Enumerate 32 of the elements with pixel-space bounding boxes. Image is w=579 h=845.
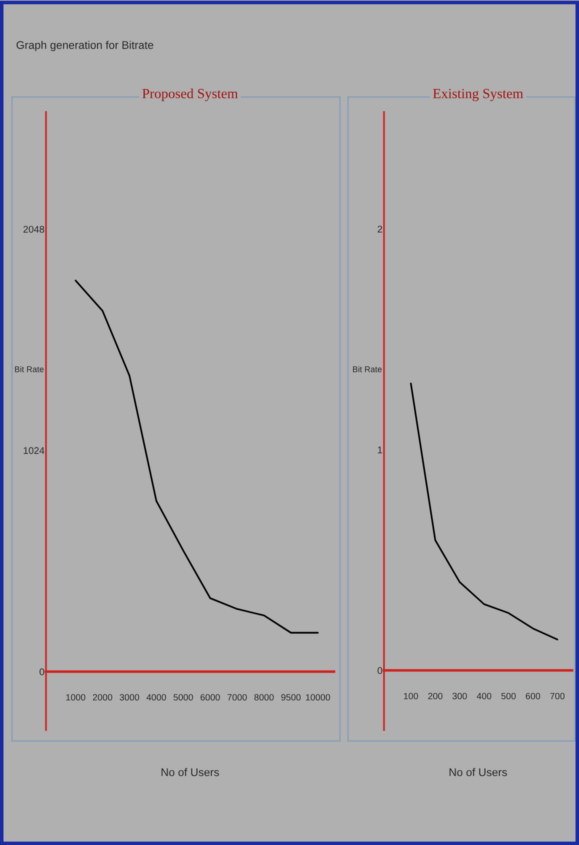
y-tick-label: 0 [378, 667, 382, 674]
x-tick-label: 500 [501, 692, 516, 700]
y-tick-label: 0 [40, 668, 44, 676]
x-tick-label: 200 [428, 692, 442, 700]
x-tick-label: 8000 [254, 694, 274, 701]
x-tick-label: 9500 [281, 694, 301, 701]
x-tick-label: 600 [526, 692, 540, 700]
x-tick-label: 700 [550, 692, 565, 700]
x-tick-label: 400 [476, 692, 492, 700]
x-tick-label: 5000 [174, 694, 193, 701]
x-tick-label: 2000 [92, 694, 112, 701]
chart-title: Existing System [433, 88, 524, 102]
y-axis-title: Bit Rate [353, 366, 382, 372]
chart-title: Proposed System [142, 88, 238, 102]
y-tick-label: 2048 [23, 226, 44, 233]
x-tick-label: 4000 [146, 694, 166, 701]
x-tick-label: 1000 [66, 694, 86, 701]
y-tick-label: 1024 [24, 447, 44, 454]
y-axis-title: Bit Rate [15, 366, 44, 372]
x-tick-label: 7000 [228, 694, 247, 701]
y-tick-label: 2 [378, 226, 382, 232]
x-axis-title: No of Users [162, 768, 219, 776]
x-tick-label: 10000 [306, 694, 330, 701]
x-tick-label: 3000 [120, 694, 140, 701]
x-tick-label: 300 [452, 692, 467, 700]
line-series [410, 382, 558, 640]
x-tick-label: 6000 [200, 694, 220, 701]
y-tick-label: 1 [378, 446, 382, 454]
x-axis-title: No of Users [450, 768, 507, 776]
line-series [74, 280, 319, 634]
x-tick-label: 100 [404, 692, 418, 700]
text: Graph generation for Bitrate [16, 40, 154, 52]
